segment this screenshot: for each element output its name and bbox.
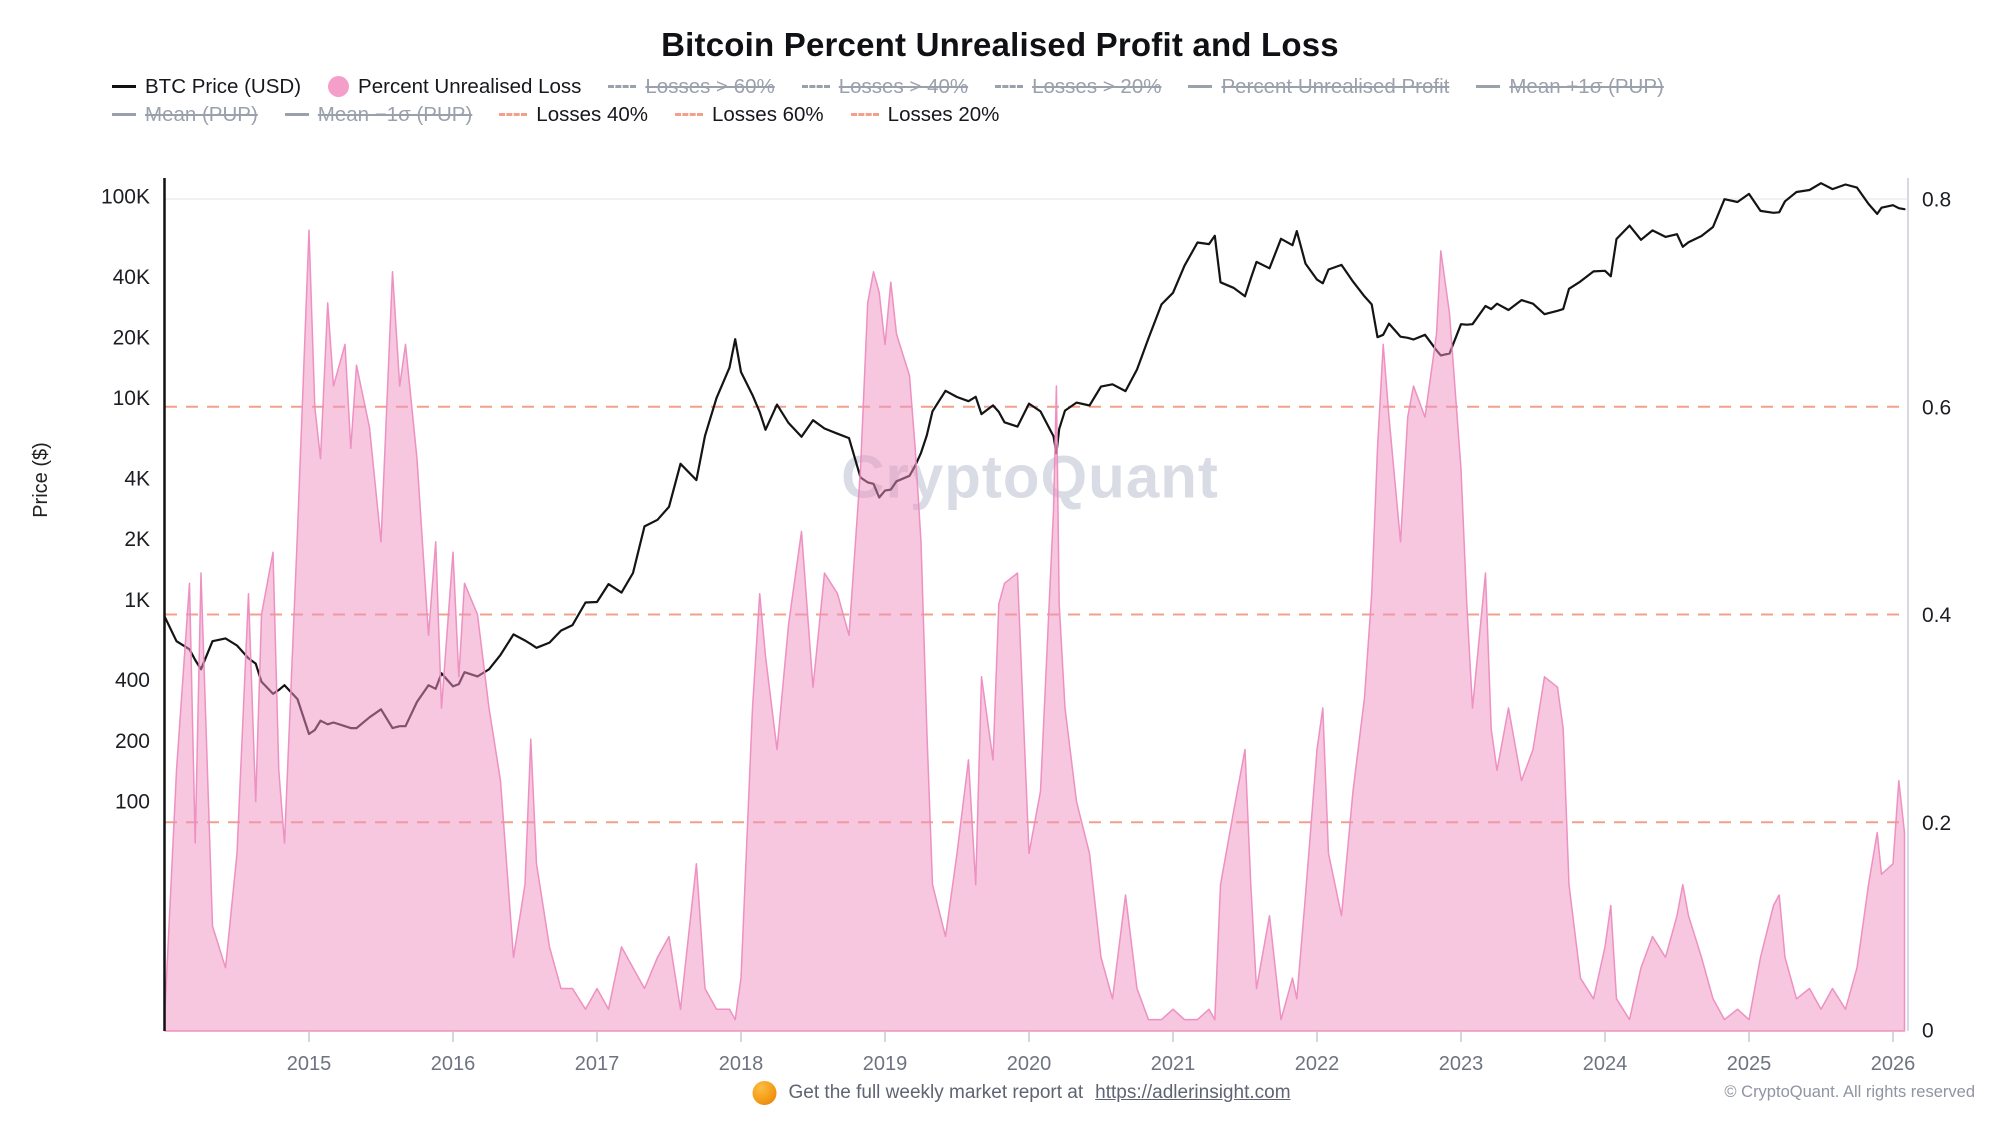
legend-label: Losses > 20%	[1032, 74, 1162, 98]
x-axis-label-2017: 2017	[575, 1053, 620, 1075]
legend-label: Losses 20%	[887, 102, 1000, 126]
page-title: Bitcoin Percent Unrealised Profit and Lo…	[661, 26, 1339, 63]
y-axis-tick-20K: 20K	[113, 326, 150, 349]
dashed-line-icon	[499, 113, 528, 116]
x-axis-label-2015: 2015	[287, 1053, 332, 1075]
legend-label: Losses 60%	[711, 102, 824, 126]
footer-text: Get the full weekly market report at	[788, 1082, 1084, 1103]
legend-item-mean-1-pup[interactable]: Mean −1σ (PUP)	[284, 102, 473, 127]
price-axis-label: Price ($)	[30, 442, 52, 518]
y-axis-tick-400: 400	[115, 669, 150, 692]
x-axis-label-2024: 2024	[1583, 1053, 1628, 1075]
y-axis-tick-4K: 4K	[124, 467, 150, 490]
dashed-line-icon	[995, 85, 1024, 88]
legend-item-btc-price-usd[interactable]: BTC Price (USD)	[112, 75, 301, 99]
y-axis-tick-40K: 40K	[113, 266, 150, 289]
orange-circle-icon	[752, 1081, 777, 1105]
right-axis-tick-0.4: 0.4	[1922, 604, 1952, 627]
legend-label: Losses > 40%	[838, 74, 969, 98]
legend-item-losses-20[interactable]: Losses > 20%	[995, 75, 1161, 99]
legend-label: Percent Unrealised Loss	[358, 74, 582, 98]
footer-report-link[interactable]: https://adlerinsight.com	[1095, 1082, 1291, 1103]
legend-item-mean-pup[interactable]: Mean (PUP)	[112, 103, 258, 127]
pink-dot-icon	[328, 76, 350, 97]
legend-row-2: Mean (PUP) Mean −1σ (PUP) Losses 40% Losses…	[112, 101, 1922, 128]
legend-label: Mean −1σ (PUP)	[317, 102, 473, 126]
legend-item-percent-unrealised-loss[interactable]: Percent Unrealised Loss	[328, 75, 581, 99]
line-swatch-icon	[112, 85, 136, 88]
x-axis-label-2021: 2021	[1151, 1053, 1196, 1075]
y-axis-tick-200: 200	[115, 730, 150, 753]
legend-item-percent-unrealised-profit[interactable]: Percent Unrealised Profit	[1188, 75, 1449, 99]
line-swatch-icon	[1476, 85, 1501, 88]
legend-item-losses-60[interactable]: Losses > 60%	[608, 74, 775, 99]
footer: Get the full weekly market report at htt…	[0, 1081, 2000, 1111]
y-axis-tick-100: 100	[115, 791, 150, 814]
dashed-line-icon	[801, 85, 830, 88]
legend-label: Mean +1σ (PUP)	[1509, 74, 1664, 98]
dashed-line-icon	[608, 85, 637, 88]
x-axis-label-2025: 2025	[1727, 1053, 1772, 1075]
legend-item-losses-20[interactable]: Losses 20%	[850, 102, 1000, 127]
dashed-line-icon	[674, 113, 703, 116]
legend-label: Percent Unrealised Profit	[1221, 74, 1450, 98]
unrealised-loss-area	[164, 229, 1906, 1032]
y-axis-tick-2K: 2K	[124, 528, 150, 551]
right-axis-tick-0.6: 0.6	[1922, 396, 1951, 419]
copyright-notice: © CryptoQuant. All rights reserved	[1724, 1083, 1975, 1101]
legend-label: Losses 40%	[536, 102, 648, 126]
chart-legend: BTC Price (USD) Percent Unrealised Loss Lo…	[112, 73, 1922, 129]
x-axis-label-2016: 2016	[431, 1053, 476, 1075]
line-swatch-icon	[1188, 85, 1213, 88]
legend-label: BTC Price (USD)	[145, 74, 302, 98]
footer-report-banner: Get the full weekly market report at htt…	[752, 1081, 1291, 1105]
legend-item-mean-1-pup[interactable]: Mean +1σ (PUP)	[1476, 75, 1664, 99]
legend-label: Losses > 60%	[645, 74, 775, 98]
legend-item-losses-40[interactable]: Losses 40%	[499, 103, 648, 127]
y-axis-tick-100K: 100K	[101, 186, 150, 209]
legend-item-losses-60[interactable]: Losses 60%	[674, 102, 824, 127]
x-axis-label-2018: 2018	[719, 1053, 764, 1075]
line-swatch-icon	[112, 113, 136, 116]
y-axis-tick-10K: 10K	[113, 387, 150, 410]
x-axis-label-2023: 2023	[1439, 1053, 1484, 1075]
x-axis-label-2020: 2020	[1007, 1053, 1052, 1075]
x-axis-label-2019: 2019	[863, 1053, 908, 1075]
right-axis-tick-0: 0	[1922, 1020, 1934, 1043]
legend-row-1: BTC Price (USD) Percent Unrealised Loss Lo…	[112, 73, 1922, 100]
right-axis-tick-0.2: 0.2	[1922, 812, 1951, 835]
line-swatch-icon	[284, 113, 309, 116]
x-axis-label-2022: 2022	[1295, 1053, 1340, 1075]
legend-label: Mean (PUP)	[145, 102, 258, 126]
x-axis-label-2026: 2026	[1871, 1053, 1916, 1075]
y-axis-tick-1K: 1K	[124, 589, 150, 612]
dashed-line-icon	[850, 113, 879, 116]
right-axis-tick-0.8: 0.8	[1922, 189, 1951, 212]
legend-item-losses-40[interactable]: Losses > 40%	[801, 74, 969, 99]
